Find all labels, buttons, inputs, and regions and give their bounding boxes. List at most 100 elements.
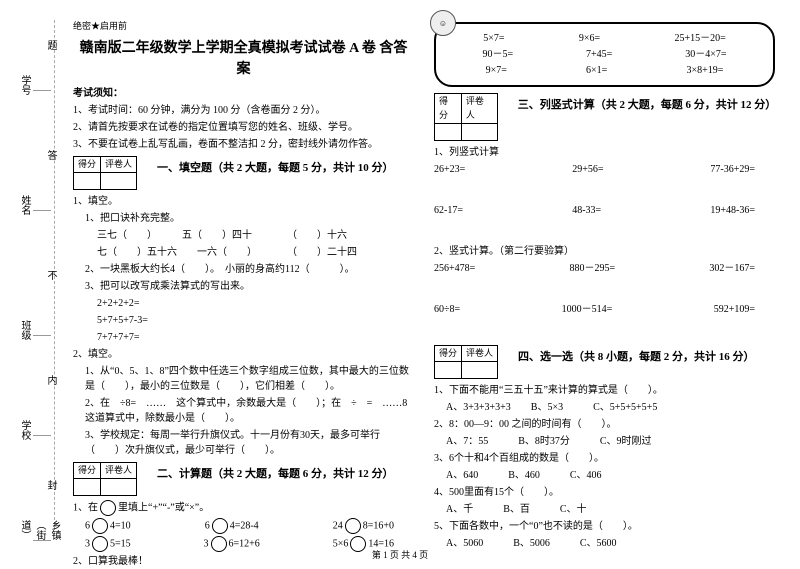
n: 4=10 [110, 520, 131, 531]
q-opts: A、千 B、百 C、十 [434, 502, 775, 517]
score-label: 得分 [435, 345, 462, 362]
circle-blank [345, 518, 361, 534]
right-column: ☺ 5×7=9×6=25+15－20= 90－5=7+45=30－4×7= 9×… [424, 20, 785, 535]
expr: 7+45= [586, 47, 612, 62]
character-icon: ☺ [430, 10, 456, 36]
q-opts: A、7：55 B、8时37分 C、9时刚过 [434, 434, 775, 449]
expr: 880－295= [570, 261, 616, 276]
expr: 592+109= [714, 302, 755, 317]
binding-margin: 乡镇（街道） 学校 班级 姓名 学号 封 内 不 答 题 [15, 20, 55, 535]
expr: 19+48-36= [710, 203, 755, 218]
q-text: 2、填空。 [73, 347, 414, 362]
q-text: 1、列竖式计算 [434, 145, 775, 160]
q-text: 2、一块黑板大约长4（ ）。 小丽的身高约112（ ）。 [73, 262, 414, 277]
grader-label: 评卷人 [461, 94, 497, 124]
seal-mark: 不 [43, 270, 58, 280]
q-text: 3、把可以改写成乘法算式的写出来。 [73, 279, 414, 294]
binding-field: 姓名 [17, 195, 32, 215]
score-box: 得分评卷人 [73, 156, 137, 190]
expr: 25+15－20= [675, 31, 726, 46]
q-text: 1、把口诀补充完整。 [73, 211, 414, 226]
exam-page: 乡镇（街道） 学校 班级 姓名 学号 封 内 不 答 题 绝密★启用前 赣南版二… [0, 0, 800, 545]
score-box: 得分评卷人 [434, 93, 498, 141]
n: 8=16+0 [363, 520, 394, 531]
page-footer: 第 1 页 共 4 页 [0, 548, 800, 561]
grader-label: 评卷人 [101, 156, 137, 173]
expr: 6×1= [586, 63, 607, 78]
exam-title: 赣南版二年级数学上学期全真模拟考试试卷 A 卷 含答案 [73, 38, 414, 80]
expr: 9×6= [579, 31, 600, 46]
notice-line: 1、考试时间：60 分钟，满分为 100 分（含卷面分 2 分）。 [73, 103, 414, 118]
calc-row: 62-17= 48-33= 19+48-36= [434, 203, 775, 218]
q-text: 7+7+7+7= [73, 330, 414, 345]
binding-field: 班级 [17, 320, 32, 340]
expr: 62-17= [434, 203, 463, 218]
expr: 26+23= [434, 162, 465, 177]
q-opts: A、3+3+3+3+3 B、5×3 C、5+5+5+5+5 [434, 400, 775, 415]
expr: 30－4×7= [685, 47, 726, 62]
seal-mark: 题 [43, 40, 58, 50]
confidential-label: 绝密★启用前 [73, 20, 414, 34]
section-4-title: 四、选一选（共 8 小题，每题 2 分，共计 16 分） [518, 345, 755, 366]
q-text: 1、从“0、5、1、8”四个数中任选三个数字组成三位数，其中最大的三位数是（ ）… [73, 364, 414, 394]
score-box: 得分评卷人 [434, 345, 498, 379]
expr: 90－5= [482, 47, 513, 62]
circle-blank [92, 518, 108, 534]
notice-line: 3、不要在试卷上乱写乱画，卷面不整洁扣 2 分，密封线外请勿作答。 [73, 137, 414, 152]
binding-field: 乡镇（街道） [17, 520, 62, 540]
section-1-head: 得分评卷人 一、填空题（共 2 大题，每题 5 分，共计 10 分） [73, 156, 414, 190]
q-text: 3、学校规定：每周一举行升旗仪式。十一月份有30天，最多可举行（ ）次升旗仪式，… [73, 428, 414, 458]
q-text: 1、填空。 [73, 194, 414, 209]
binding-field: 学校 [17, 420, 32, 440]
calc-row: 60÷8= 1000－514= 592+109= [434, 302, 775, 317]
calc-row: 26+23= 29+56= 77-36+29= [434, 162, 775, 177]
n: 24 [333, 520, 343, 531]
expr: 9×7= [486, 63, 507, 78]
notice-line: 2、请首先按要求在试卷的指定位置填写您的姓名、班级、学号。 [73, 120, 414, 135]
seal-mark: 内 [43, 375, 58, 385]
q-text: 5+7+5+7-3= [73, 313, 414, 328]
expr: 77-36+29= [710, 162, 755, 177]
expr: 5×7= [483, 31, 504, 46]
q-text-part: 1、在 [73, 502, 98, 513]
left-column: 绝密★启用前 赣南版二年级数学上学期全真模拟考试试卷 A 卷 含答案 考试须知：… [63, 20, 424, 535]
grader-label: 评卷人 [101, 462, 137, 479]
n: 4=28-4 [230, 520, 259, 531]
q-text: 5、下面各数中，一个“0”也不读的是（ ）。 [434, 519, 775, 534]
seal-mark: 封 [43, 480, 58, 490]
expr: 60÷8= [434, 302, 460, 317]
section-1-title: 一、填空题（共 2 大题，每题 5 分，共计 10 分） [157, 156, 394, 177]
q-text: 3、6个十和4个百组成的数是（ ）。 [434, 451, 775, 466]
expr: 3×8+19= [686, 63, 723, 78]
expr: 48-33= [572, 203, 601, 218]
q-text-part: 里填上“+”“-”或“×”。 [118, 502, 209, 513]
notice-title: 考试须知： [73, 86, 414, 101]
section-2-title: 二、计算题（共 2 大题，每题 6 分，共计 12 分） [157, 462, 394, 483]
calc-row: 64=10 64=28-4 248=16+0 [73, 518, 414, 534]
expr: 1000－514= [562, 302, 613, 317]
expr: 256+478= [434, 261, 475, 276]
calc-cloud: ☺ 5×7=9×6=25+15－20= 90－5=7+45=30－4×7= 9×… [434, 22, 775, 87]
score-label: 得分 [435, 94, 462, 124]
n: 6 [85, 520, 90, 531]
q-text: 1、在 里填上“+”“-”或“×”。 [73, 500, 414, 516]
circle-blank [100, 500, 116, 516]
section-3-head: 得分评卷人 三、列竖式计算（共 2 大题，每题 6 分，共计 12 分） [434, 93, 775, 141]
seal-mark: 答 [43, 150, 58, 160]
q-opts: A、640 B、460 C、406 [434, 468, 775, 483]
q-text: 2、8：00—9：00 之间的时间有（ ）。 [434, 417, 775, 432]
grader-label: 评卷人 [462, 345, 498, 362]
score-label: 得分 [74, 156, 101, 173]
q-text: 2、在 ÷8= …… 这个算式中，余数最大是（ ）；在 ÷ = ……8这道算式中… [73, 396, 414, 426]
section-2-head: 得分评卷人 二、计算题（共 2 大题，每题 6 分，共计 12 分） [73, 462, 414, 496]
score-label: 得分 [74, 462, 101, 479]
circle-blank [212, 518, 228, 534]
expr: 29+56= [572, 162, 603, 177]
q-text: 2+2+2+2= [73, 296, 414, 311]
expr: 302－167= [709, 261, 755, 276]
section-4-head: 得分评卷人 四、选一选（共 8 小题，每题 2 分，共计 16 分） [434, 345, 775, 379]
score-box: 得分评卷人 [73, 462, 137, 496]
q-text: 2、竖式计算。（第二行要验算） [434, 244, 775, 259]
binding-field: 学号 [17, 75, 32, 95]
q-text: 三七（ ） 五（ ）四十 （ ）十六 [73, 228, 414, 243]
